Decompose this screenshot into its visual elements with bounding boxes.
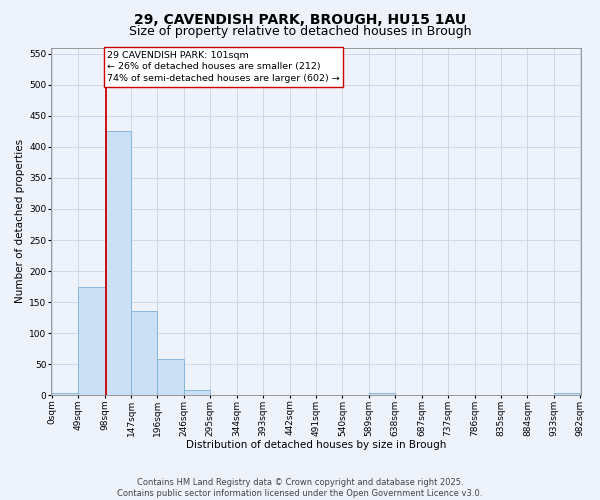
Bar — [78, 286, 104, 396]
Text: 29 CAVENDISH PARK: 101sqm
← 26% of detached houses are smaller (212)
74% of semi: 29 CAVENDISH PARK: 101sqm ← 26% of detac… — [107, 50, 340, 83]
Y-axis label: Number of detached properties: Number of detached properties — [15, 140, 25, 304]
Bar — [52, 394, 78, 396]
Bar — [104, 132, 131, 396]
Bar — [131, 312, 157, 396]
Text: 29, CAVENDISH PARK, BROUGH, HU15 1AU: 29, CAVENDISH PARK, BROUGH, HU15 1AU — [134, 12, 466, 26]
Bar — [210, 394, 237, 396]
Bar — [369, 394, 395, 396]
Bar — [184, 390, 210, 396]
X-axis label: Distribution of detached houses by size in Brough: Distribution of detached houses by size … — [186, 440, 446, 450]
Bar — [554, 394, 580, 396]
Text: Size of property relative to detached houses in Brough: Size of property relative to detached ho… — [129, 25, 471, 38]
Text: Contains HM Land Registry data © Crown copyright and database right 2025.
Contai: Contains HM Land Registry data © Crown c… — [118, 478, 482, 498]
Bar — [157, 360, 184, 396]
